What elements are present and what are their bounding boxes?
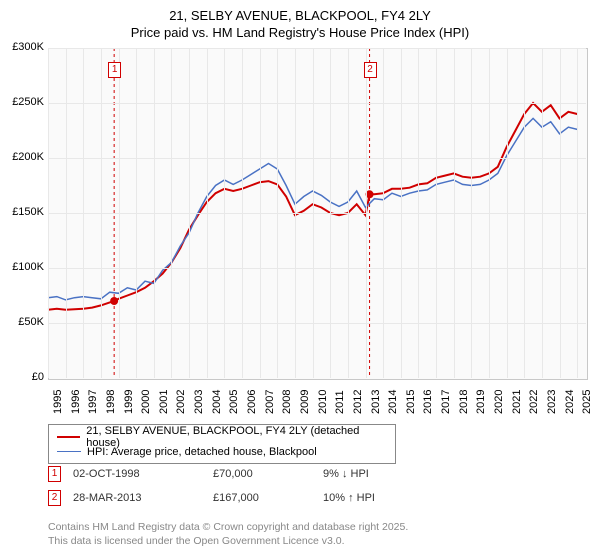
- x-tick-label: 2024: [564, 390, 576, 414]
- x-tick-label: 2018: [458, 390, 470, 414]
- x-tick-label: 2003: [193, 390, 205, 414]
- attribution: Contains HM Land Registry data © Crown c…: [48, 520, 408, 548]
- legend-item: 21, SELBY AVENUE, BLACKPOOL, FY4 2LY (de…: [57, 429, 387, 444]
- legend: 21, SELBY AVENUE, BLACKPOOL, FY4 2LY (de…: [48, 424, 396, 464]
- sale-date: 28-MAR-2013: [73, 492, 213, 504]
- x-tick-label: 2004: [211, 390, 223, 414]
- x-tick-label: 1997: [87, 390, 99, 414]
- y-tick-label: £0: [4, 371, 44, 383]
- y-tick-label: £200K: [4, 151, 44, 163]
- x-tick-label: 1995: [52, 390, 64, 414]
- y-tick-label: £50K: [4, 316, 44, 328]
- x-tick-label: 2021: [511, 390, 523, 414]
- y-tick-label: £150K: [4, 206, 44, 218]
- x-tick-label: 2010: [317, 390, 329, 414]
- sale-marker: 1: [108, 62, 121, 78]
- sale-delta: 10% ↑ HPI: [323, 492, 375, 504]
- x-tick-label: 2007: [264, 390, 276, 414]
- x-tick-label: 2016: [422, 390, 434, 414]
- x-tick-label: 2000: [140, 390, 152, 414]
- attribution-line: Contains HM Land Registry data © Crown c…: [48, 520, 408, 534]
- x-tick-label: 1998: [105, 390, 117, 414]
- sale-delta: 9% ↓ HPI: [323, 468, 369, 480]
- x-tick-label: 2012: [352, 390, 364, 414]
- x-tick-label: 2006: [246, 390, 258, 414]
- x-tick-label: 2013: [370, 390, 382, 414]
- x-tick-label: 2017: [440, 390, 452, 414]
- x-tick-label: 2015: [405, 390, 417, 414]
- x-tick-label: 2020: [493, 390, 505, 414]
- y-tick-label: £300K: [4, 41, 44, 53]
- x-tick-label: 2025: [581, 390, 593, 414]
- x-tick-label: 2008: [281, 390, 293, 414]
- x-tick-label: 1999: [123, 390, 135, 414]
- x-tick-label: 2002: [175, 390, 187, 414]
- x-tick-label: 2022: [528, 390, 540, 414]
- x-tick-label: 2005: [228, 390, 240, 414]
- sale-marker: 2: [364, 62, 377, 78]
- x-tick-label: 2014: [387, 390, 399, 414]
- x-tick-label: 2011: [334, 390, 346, 414]
- sale-row: 2 28-MAR-2013£167,00010% ↑ HPI: [48, 490, 375, 506]
- y-tick-label: £100K: [4, 261, 44, 273]
- x-tick-label: 2009: [299, 390, 311, 414]
- sale-marker: 1: [48, 466, 61, 482]
- y-tick-label: £250K: [4, 96, 44, 108]
- sale-price: £167,000: [213, 492, 323, 504]
- x-tick-label: 2019: [475, 390, 487, 414]
- attribution-line: This data is licensed under the Open Gov…: [48, 534, 408, 548]
- x-tick-label: 1996: [70, 390, 82, 414]
- sale-date: 02-OCT-1998: [73, 468, 213, 480]
- x-tick-label: 2023: [546, 390, 558, 414]
- sale-price: £70,000: [213, 468, 323, 480]
- sale-row: 1 02-OCT-1998£70,0009% ↓ HPI: [48, 466, 369, 482]
- x-tick-label: 2001: [158, 390, 170, 414]
- sale-marker: 2: [48, 490, 61, 506]
